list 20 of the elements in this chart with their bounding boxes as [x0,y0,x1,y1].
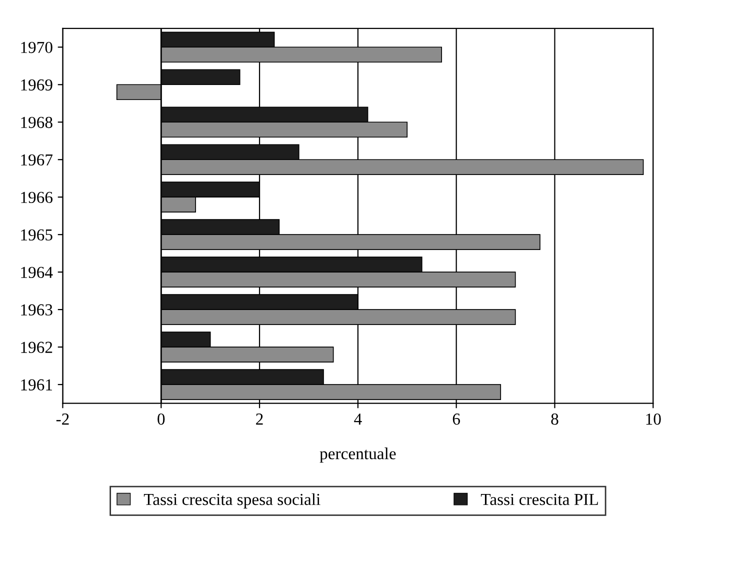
y-tick-label: 1968 [21,116,52,128]
y-tick-label: 1961 [21,379,52,390]
legend-label: Tassi crescita spesa sociali [144,493,320,508]
y-tick-label: 1965 [21,229,52,241]
y-tick-label: 1966 [21,192,53,204]
y-tick-label: 1970 [21,42,52,54]
y-tick-label: 1969 [21,79,52,91]
x-tick-label: 8 [551,413,558,425]
y-tick-label: 1967 [21,154,53,166]
x-tick-label: 6 [452,414,460,425]
x-tick-label: -2 [56,414,69,425]
y-tick-label: 1962 [21,342,52,353]
x-axis-title: percentuale [320,448,396,463]
x-tick-label: 2 [256,414,263,425]
x-tick-label: 4 [354,414,362,425]
y-tick-label: 1964 [21,266,53,278]
legend-label: Tassi crescita PIL [480,494,598,506]
y-tick-label: 1963 [21,304,52,316]
x-tick-label: 0 [158,413,165,425]
x-tick-label: 10 [646,413,661,425]
